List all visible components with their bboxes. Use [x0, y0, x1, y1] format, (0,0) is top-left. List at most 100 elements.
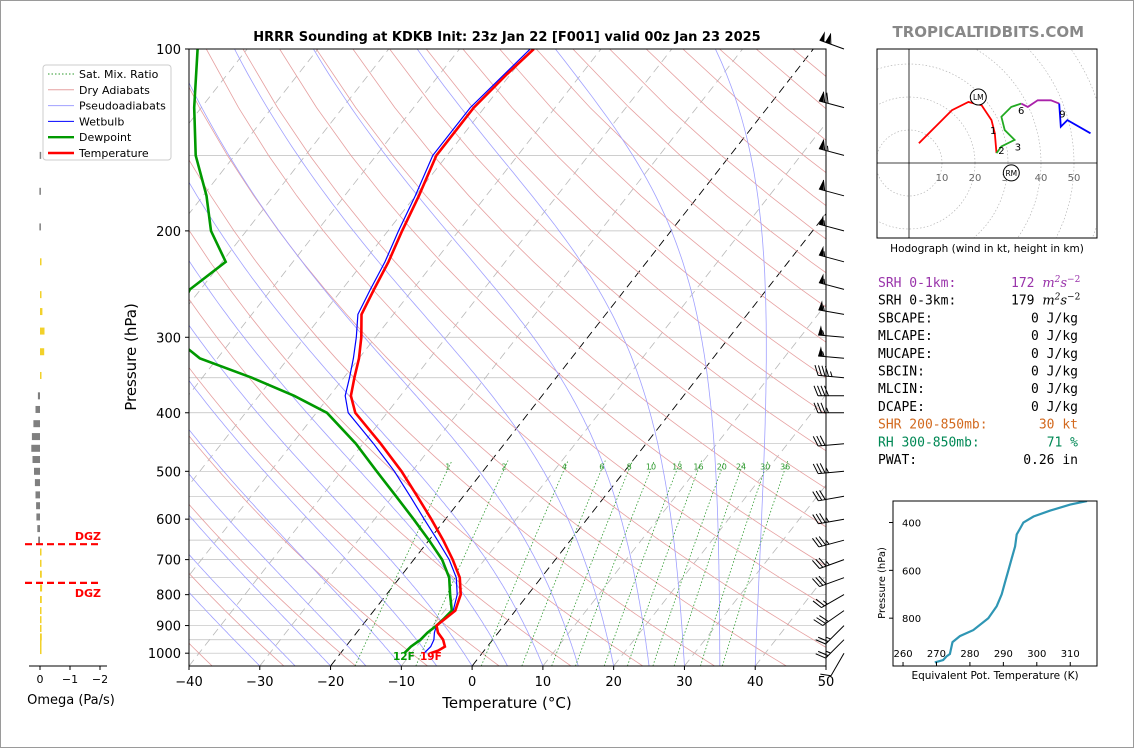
isotherm — [613, 393, 826, 666]
wind-barb-full — [819, 435, 826, 446]
wind-barb-full — [812, 436, 819, 447]
wind-barb — [818, 346, 845, 359]
x-tick-label: 0 — [468, 675, 476, 690]
wind-barb-half — [825, 636, 831, 640]
isotherm — [330, 49, 814, 666]
moist-adiabat — [189, 259, 508, 666]
wind-barb-full — [812, 560, 820, 569]
wind-barb — [812, 435, 845, 447]
stat-unit: m — [1042, 294, 1054, 309]
hodograph-trace — [1058, 103, 1091, 135]
legend-label: Sat. Mix. Ratio — [79, 68, 159, 81]
hodograph-caption: Hodograph (wind in kt, height in km) — [890, 243, 1084, 255]
wind-barb-full — [819, 615, 829, 622]
stat-label: DCAPE: — [878, 400, 925, 415]
wind-barb-half — [823, 278, 826, 285]
x-tick-label: −10 — [388, 675, 415, 690]
theta-e-x-tick-label: 280 — [960, 649, 979, 660]
theta-e-x-tick-label: 290 — [994, 649, 1013, 660]
hodograph-height-label: 6 — [1018, 106, 1024, 117]
storm-motion-marker — [1002, 164, 1020, 182]
wind-barb-full — [812, 538, 820, 548]
moist-adiabat — [313, 49, 650, 666]
y-tick-label: 300 — [156, 331, 181, 346]
wind-barb-full — [815, 490, 823, 501]
isotherm — [1, 49, 35, 666]
hodograph-height-label: 1 — [990, 126, 996, 137]
stat-label: MLCIN: — [878, 382, 925, 397]
y-tick-label: 700 — [156, 554, 181, 569]
wind-barb-full — [812, 491, 819, 502]
wind-barb-flag — [818, 273, 824, 284]
mixing-ratio-line — [627, 460, 702, 666]
moist-adiabat — [189, 379, 438, 666]
wind-barb-half — [826, 145, 829, 152]
stat-label: SBCIN: — [878, 365, 925, 380]
legend-label: Pseudoadiabats — [79, 100, 166, 113]
wind-barb — [818, 325, 845, 338]
omega-bar — [32, 456, 40, 464]
wind-barb — [813, 402, 844, 414]
wind-barb-shaft — [818, 148, 845, 156]
wind-barb-full — [816, 463, 823, 474]
theta-e-panel: 260 270 280 290 300 310 400 600 800 — [889, 500, 1098, 667]
wind-barb-half — [826, 407, 829, 413]
wind-barb — [818, 273, 845, 290]
wind-barb-flag — [819, 31, 825, 42]
stat-value: 0 J/kg — [1031, 311, 1078, 326]
wind-barb-shaft — [818, 334, 845, 338]
dewpoint-line — [189, 49, 454, 655]
storm-motion-label: RM — [1005, 169, 1017, 178]
y-tick-label: 600 — [156, 513, 181, 528]
wind-barb-shaft — [819, 559, 845, 569]
wind-barb-flag — [818, 215, 824, 226]
stat-value: 172 m2s−2 — [1011, 275, 1080, 291]
dry-adiabat — [205, 49, 826, 648]
omega-bar — [31, 433, 40, 441]
omega-bar — [35, 491, 40, 499]
omega-tick-label: −1 — [62, 673, 78, 686]
omega-bar — [40, 570, 42, 578]
wind-barb-flag — [825, 33, 831, 44]
wind-barb-full — [817, 650, 829, 657]
wind-barb-full — [818, 557, 827, 567]
wind-barb-full — [820, 673, 832, 677]
stat-unit: s — [1060, 294, 1067, 309]
legend-label: Temperature — [78, 147, 149, 160]
wind-barb-full — [815, 558, 824, 568]
wind-barb — [820, 652, 845, 677]
hodograph-ring-label: 50 — [1068, 173, 1081, 184]
legend-label: Dry Adiabats — [79, 84, 150, 97]
dry-adiabat — [189, 229, 644, 666]
hodograph-ring — [645, 1, 1133, 427]
stat-unit-exp: 2 — [1054, 275, 1061, 285]
x-tick-label: 50 — [818, 675, 835, 690]
omega-bar — [40, 640, 42, 648]
wind-barb — [819, 31, 845, 50]
isotherm — [189, 49, 531, 486]
moist-adiabat — [189, 473, 367, 666]
stat-label: SHR 200-850mb: — [878, 418, 988, 433]
mixing-ratio-label: 10 — [646, 462, 656, 471]
legend: Sat. Mix. Ratio Dry Adiabats Pseudoadiabat… — [42, 64, 172, 161]
brand-watermark: TROPICALTIDBITS.COM — [893, 23, 1085, 41]
wind-barb-full — [812, 463, 819, 474]
wind-barb-half — [823, 220, 826, 226]
hodograph-ring-label: 40 — [1035, 173, 1048, 184]
isotherm — [189, 49, 319, 215]
y-tick-label: 1000 — [148, 647, 181, 662]
dry-adiabat — [189, 503, 356, 666]
mixing-ratio-label: 8 — [627, 462, 632, 471]
omega-bar — [36, 502, 40, 510]
omega-bar — [40, 596, 42, 604]
wind-barb-shaft — [818, 188, 845, 197]
wind-barb-full — [822, 179, 826, 191]
stat-label: SBCAPE: — [878, 311, 933, 326]
moist-adiabat — [555, 49, 721, 666]
y-tick-label: 100 — [156, 43, 181, 58]
wind-barb — [812, 513, 845, 525]
mixing-ratio-line — [354, 460, 453, 666]
y-tick-label: 900 — [156, 620, 181, 635]
hodograph-height-label: 3 — [1015, 143, 1021, 154]
